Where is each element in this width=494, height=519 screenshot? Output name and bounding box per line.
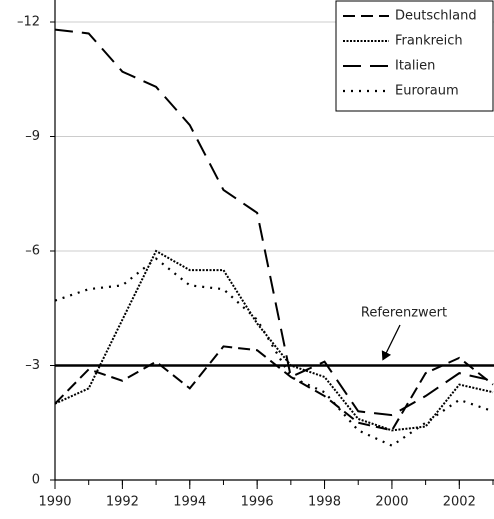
legend-label: Deutschland [395, 9, 477, 24]
x-tick-label: 2000 [375, 495, 408, 510]
series-line [54, 249, 494, 432]
legend-box [335, 0, 494, 112]
series-line [54, 257, 494, 447]
x-tick-label: 1994 [173, 495, 206, 510]
x-tick-label: 1998 [308, 495, 341, 510]
series-line [54, 345, 494, 432]
x-tick-label: 2002 [443, 495, 476, 510]
x-tick-label: 1996 [241, 495, 274, 510]
x-tick-label: 1992 [106, 495, 139, 510]
y-tick-label: –12 [17, 15, 40, 30]
reference-label: Referenzwert [361, 306, 447, 321]
legend-label: Italien [395, 59, 435, 74]
reference-arrow [381, 324, 401, 361]
y-tick-label: –6 [25, 244, 40, 259]
legend-label: Euroraum [395, 84, 459, 99]
y-tick-label: –3 [25, 358, 40, 373]
x-tick-label: 1990 [38, 495, 71, 510]
y-tick-label: –9 [25, 129, 40, 144]
legend-label: Frankreich [395, 34, 463, 49]
y-tick-label: 0 [32, 473, 40, 488]
series-line [54, 28, 494, 417]
